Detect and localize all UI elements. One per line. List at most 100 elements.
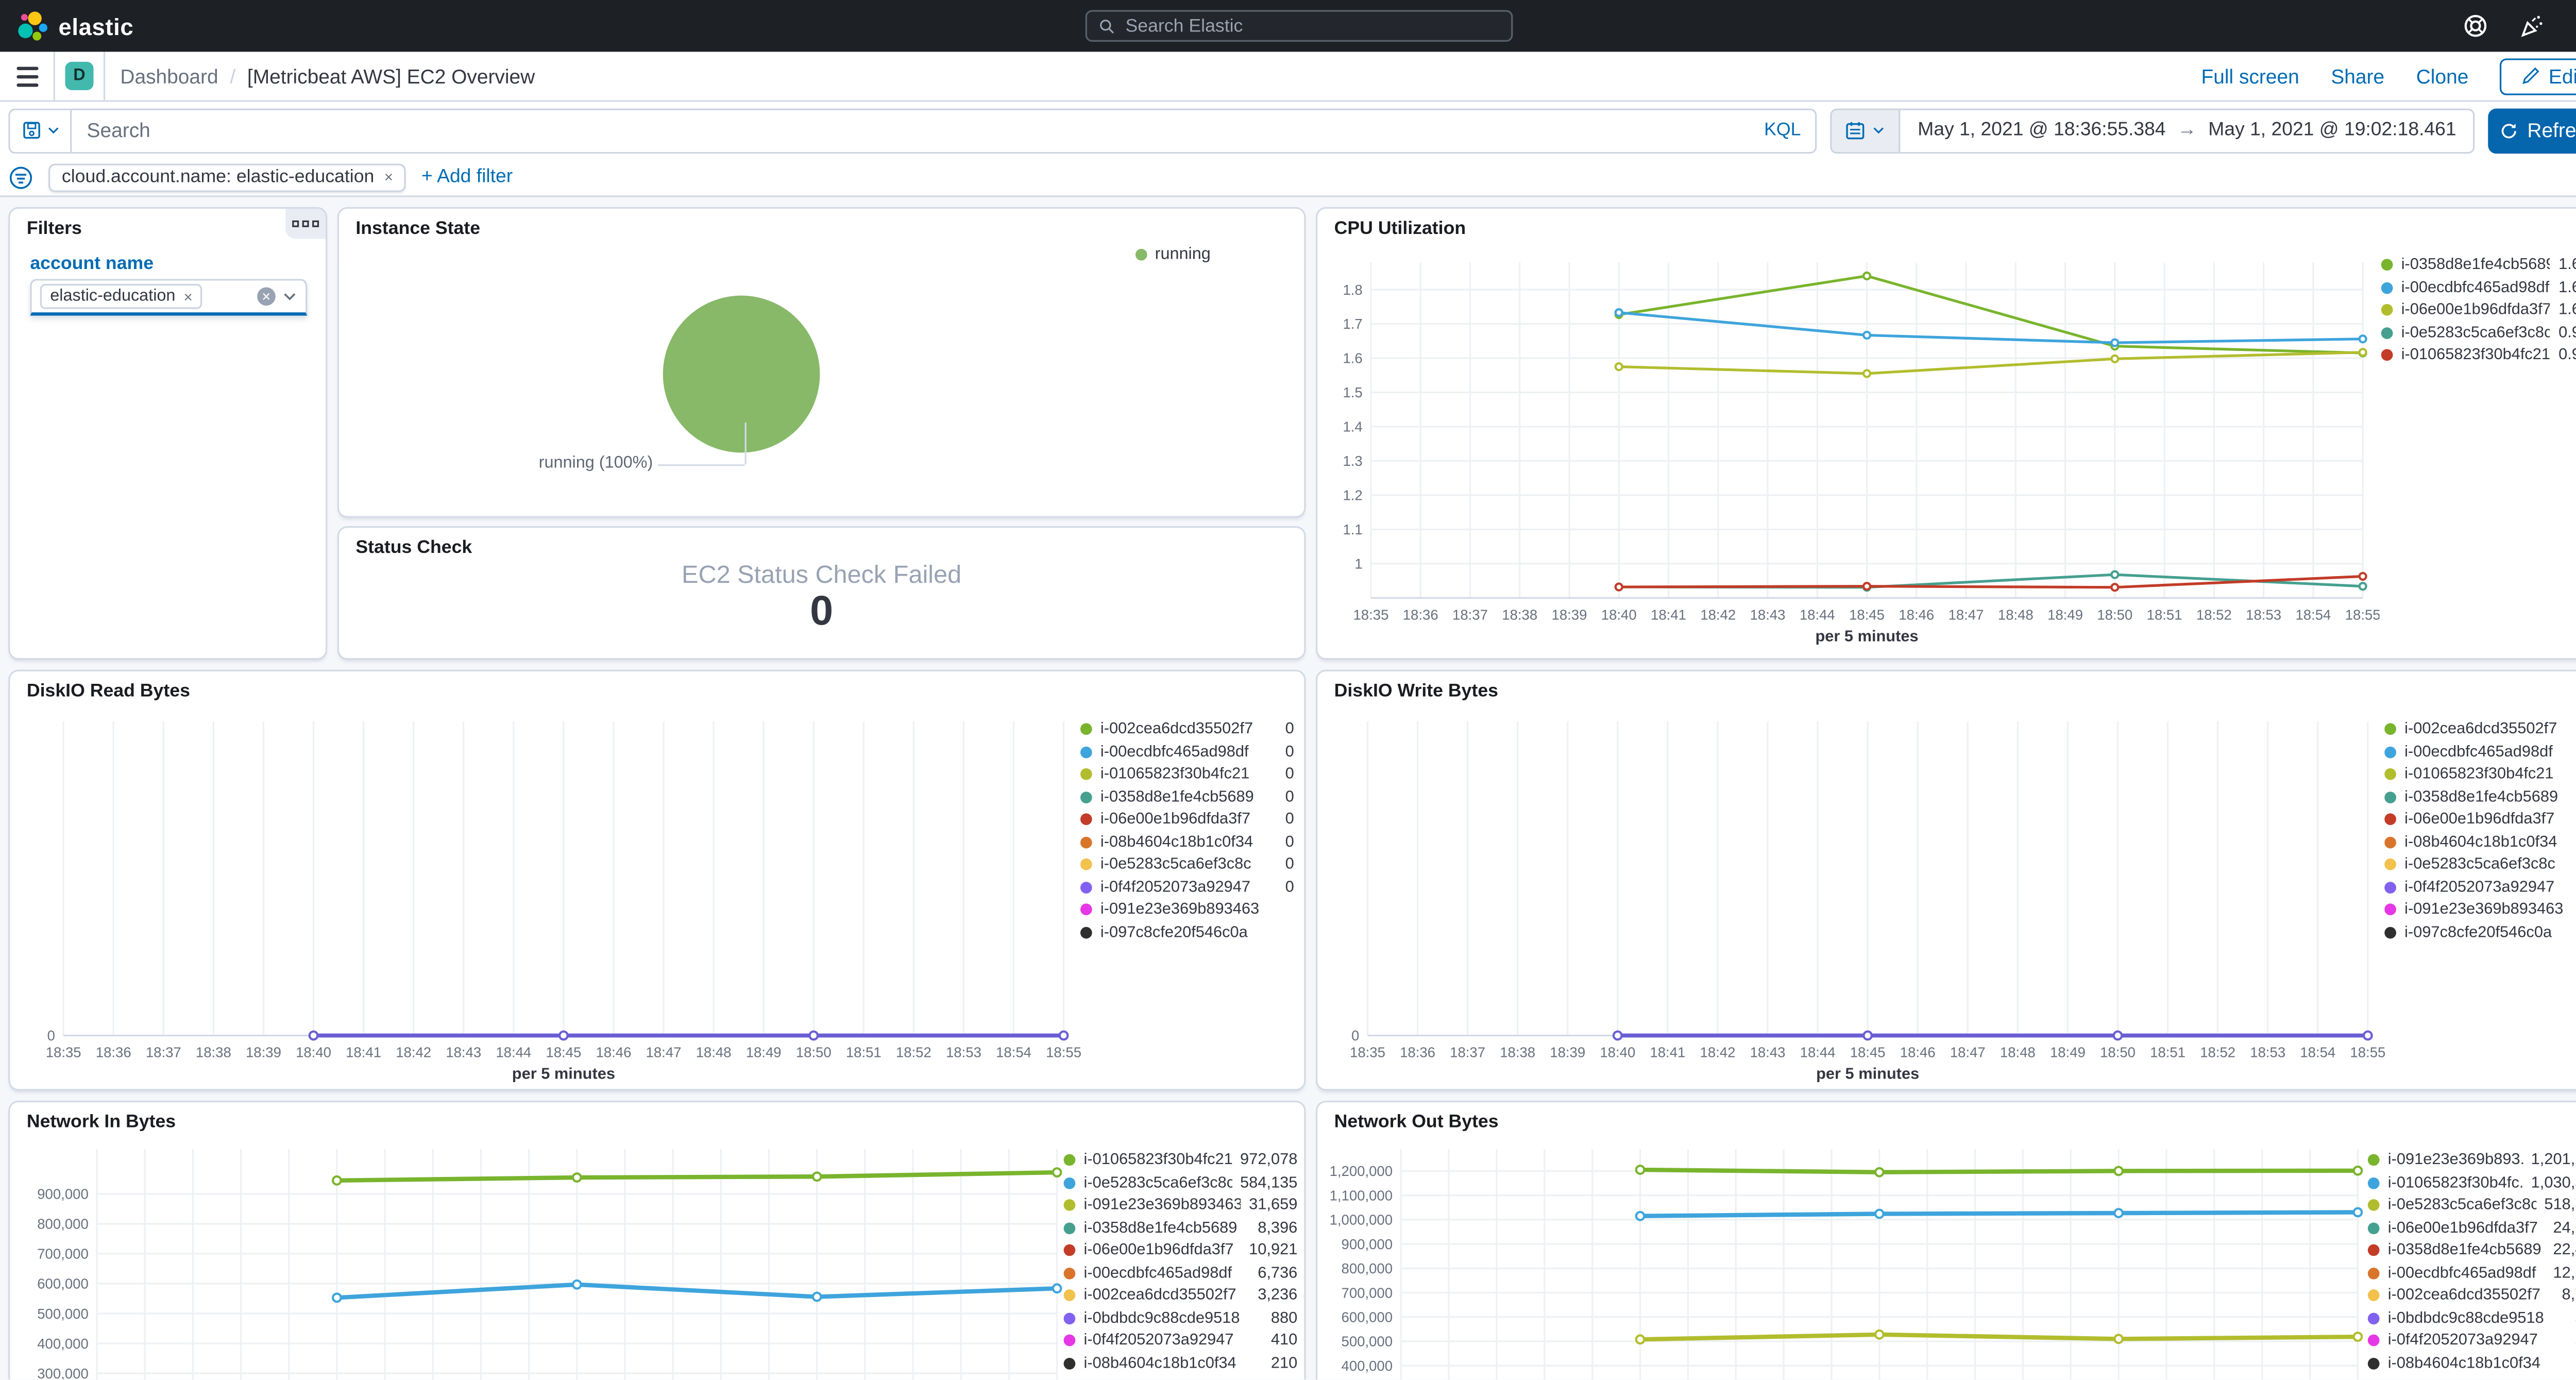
space-badge[interactable]: D (65, 61, 94, 91)
legend-item[interactable]: i-002cea6dcd35502f7 8,779 (2367, 1284, 2576, 1307)
legend-item[interactable]: i-097c8cfe20f546c0a (2384, 921, 2576, 944)
legend-series-name: i-0e5283c5ca6ef3c8c (2404, 855, 2555, 874)
svg-text:18:43: 18:43 (1750, 607, 1786, 622)
legend-item[interactable]: i-097c8cfe20f546c0a (1080, 921, 1294, 944)
legend-item[interactable]: i-0358d8e1fe4cb5689 1.615 (2381, 254, 2576, 277)
clone-button[interactable]: Clone (2416, 64, 2469, 88)
legend-item[interactable]: i-01065823f30b4fc21 0.963 (2381, 344, 2576, 367)
legend-item[interactable]: i-0f4f2052073a92947 208 (2367, 1329, 2576, 1352)
svg-text:18:38: 18:38 (1500, 1045, 1535, 1061)
svg-text:18:49: 18:49 (2050, 1045, 2086, 1061)
legend-item[interactable]: i-091e23e369b893463 31,659 (1063, 1194, 1297, 1217)
svg-text:700,000: 700,000 (37, 1246, 89, 1262)
news-feed-icon[interactable] (2520, 13, 2545, 39)
cpu-utilization-chart[interactable]: 1 1.1 1.2 1.3 1.4 1.5 1.6 1.7 1.8 18:35 18:36 18:37… (1328, 245, 2380, 654)
full-screen-button[interactable]: Full screen (2201, 64, 2299, 88)
legend-series-name: i-091e23e369b893463 (1100, 900, 1260, 919)
pie-slice-running[interactable] (663, 295, 820, 453)
legend-item[interactable]: i-0bdbdc9c88cde9518 589 (2367, 1307, 2576, 1329)
elastic-logo[interactable]: elastic (15, 9, 133, 43)
filter-menu-icon[interactable] (8, 164, 33, 190)
legend-item[interactable]: i-00ecdbfc465ad98df 6,736 (1063, 1262, 1297, 1285)
legend-item[interactable]: i-01065823f30b4fc... 1,030,384 (2367, 1172, 2576, 1194)
network-out-chart[interactable]: 400,000 500,000 600,000 700,000 800,000 900,0… (1328, 1136, 2375, 1380)
refresh-button[interactable]: Refresh (2488, 108, 2576, 153)
add-filter-button[interactable]: + Add filter (421, 167, 513, 188)
legend-item[interactable]: i-0f4f2052073a92947 410 (1063, 1329, 1297, 1352)
legend-item[interactable]: i-00ecdbfc465ad98df 1.656 (2381, 276, 2576, 299)
legend-item[interactable]: i-0e5283c5ca6ef3c8c 0.934 (2381, 322, 2576, 344)
clear-selection-icon[interactable]: ✕ (257, 287, 276, 306)
selected-option-pill[interactable]: elastic-education × (40, 283, 203, 309)
remove-option-icon[interactable]: × (183, 288, 193, 305)
pie-legend-item[interactable]: running (1134, 245, 1211, 264)
legend-item[interactable]: i-091e23e369b893463 (1080, 899, 1294, 921)
kql-toggle[interactable]: KQL (1764, 120, 1801, 141)
edit-button[interactable]: Edit (2500, 57, 2576, 95)
calendar-button[interactable] (1833, 109, 1901, 152)
chevron-down-icon[interactable] (282, 289, 297, 304)
legend-item[interactable]: i-06e00e1b96dfda3f7 1.617 (2381, 299, 2576, 322)
date-range-start[interactable]: May 1, 2021 @ 18:36:55.384 (1918, 120, 2166, 141)
menu-icon[interactable] (0, 51, 55, 102)
legend-item[interactable]: i-0358d8e1fe4cb5689 22,498 (2367, 1239, 2576, 1262)
query-input[interactable]: Search KQL (70, 108, 1818, 153)
filter-pill[interactable]: cloud.account.name: elastic-education × (48, 163, 406, 192)
legend-item[interactable]: i-091e23e369b893463 (2384, 899, 2576, 921)
diskio-read-chart[interactable]: 018:35 18:36 18:37 18:38 18:39 18:40 18:41 18:4… (23, 708, 1083, 1085)
legend-item[interactable]: i-06e00e1b96dfda3f7 10,921 (1063, 1239, 1297, 1262)
panel-options-icon[interactable] (285, 209, 326, 239)
legend-series-value: 0.934 (2558, 323, 2576, 342)
legend-item[interactable]: i-002cea6dcd35502f7 3,236 (1063, 1284, 1297, 1307)
legend-series-name: i-01065823f30b4fc21 (1083, 1151, 1232, 1170)
legend-item[interactable]: i-00ecdbfc465ad98df 12,176 (2367, 1262, 2576, 1285)
svg-text:1,000,000: 1,000,000 (1330, 1212, 1393, 1228)
date-range-picker[interactable]: May 1, 2021 @ 18:36:55.384 → May 1, 2021… (1831, 108, 2475, 153)
share-button[interactable]: Share (2331, 64, 2385, 88)
network-in-legend: i-01065823f30b4fc21 972,078 i-0e5283c5ca6e… (1063, 1149, 1297, 1375)
legend-item[interactable]: i-0e5283c5ca6ef3c8c 584,135 (1063, 1172, 1297, 1194)
legend-dot (1134, 248, 1147, 261)
legend-item[interactable]: i-08b4604c18b1c0f34 210 (1063, 1352, 1297, 1375)
legend-item[interactable]: i-0bdbdc9c88cde9518 880 (1063, 1307, 1297, 1329)
svg-text:per 5 minutes: per 5 minutes (1816, 1065, 1919, 1083)
legend-item[interactable]: i-01065823f30b4fc21 972,078 (1063, 1149, 1297, 1172)
remove-filter-icon[interactable]: × (384, 169, 393, 186)
legend-item[interactable]: i-0358d8e1fe4cb5689 8,396 (1063, 1217, 1297, 1239)
svg-text:18:37: 18:37 (146, 1045, 181, 1061)
global-search-input[interactable]: Search Elastic (1085, 10, 1513, 42)
help-icon[interactable] (2463, 13, 2488, 39)
legend-item[interactable]: i-06e00e1b96dfda3f7 24,685 (2367, 1217, 2576, 1239)
breadcrumb-dashboard[interactable]: Dashboard (120, 64, 218, 88)
legend-item[interactable]: i-091e23e369b893... 1,201,252 (2367, 1149, 2576, 1172)
network-in-panel: Network In Bytes 300,000 400,000 500,000 60… (8, 1100, 1306, 1380)
legend-item[interactable]: i-0e5283c5ca6ef3c8c 518,769 (2367, 1194, 2576, 1217)
date-range-end[interactable]: May 1, 2021 @ 19:02:18.461 (2208, 120, 2456, 141)
svg-text:18:42: 18:42 (1700, 607, 1736, 622)
legend-item[interactable]: i-08b4604c18b1c0f34 196 (2367, 1352, 2576, 1375)
diskio-write-chart[interactable]: 018:35 18:36 18:37 18:38 18:39 18:40 18:41 18:4… (1328, 708, 2388, 1085)
legend-dot (2384, 904, 2396, 916)
account-name-select[interactable]: elastic-education × ✕ (30, 279, 308, 316)
svg-text:18:54: 18:54 (2295, 607, 2331, 622)
network-in-chart[interactable]: 300,000 400,000 500,000 600,000 700,000 800,0… (23, 1136, 1074, 1380)
svg-text:18:44: 18:44 (496, 1045, 531, 1061)
legend-series-name: i-00ecdbfc465ad98df (1100, 743, 1249, 762)
saved-query-button[interactable] (8, 108, 71, 153)
